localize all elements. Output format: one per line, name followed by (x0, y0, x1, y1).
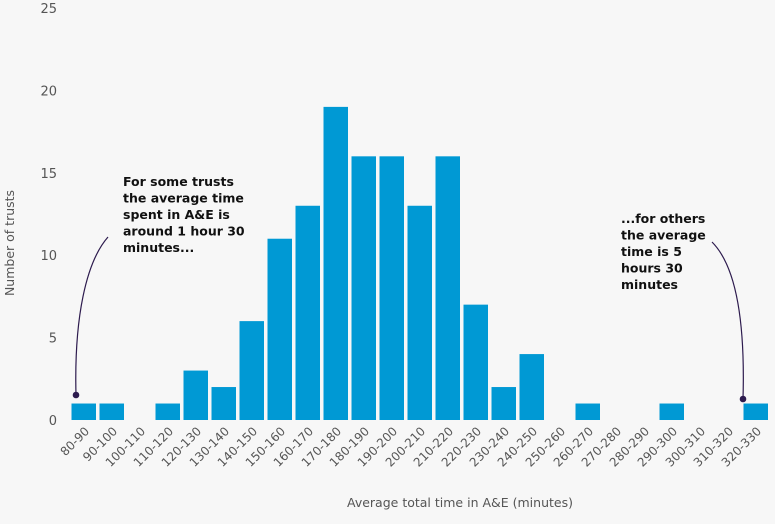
bar-210-220 (435, 156, 460, 420)
y-tick-label: 10 (40, 249, 57, 264)
x-axis-ticks: 80-9090-100100-110110-120120-130130-1401… (58, 424, 765, 469)
bar-180-190 (351, 156, 376, 420)
bar-170-180 (323, 106, 348, 420)
annotation-text: ...for others the average time is 5 hours 3… (621, 211, 706, 292)
bar-110-120 (155, 403, 180, 420)
y-tick-label: 15 (40, 167, 57, 182)
annotation-dot (739, 395, 747, 403)
bars (71, 106, 768, 420)
annotation-dot (72, 391, 80, 399)
bar-290-300 (659, 403, 684, 420)
bar-90-100 (99, 403, 124, 420)
y-tick-label: 5 (49, 332, 57, 347)
bar-120-130 (183, 370, 208, 420)
bar-190-200 (379, 156, 404, 420)
bar-140-150 (239, 321, 264, 420)
annotation-connector (711, 241, 744, 400)
bar-260-270 (575, 403, 600, 420)
bar-230-240 (491, 387, 516, 420)
bar-320-330 (743, 403, 768, 420)
bar-220-230 (463, 304, 488, 420)
y-tick-label: 0 (49, 414, 57, 429)
x-axis-label: Average total time in A&E (minutes) (347, 495, 573, 510)
bar-80-90 (71, 403, 96, 420)
bar-160-170 (295, 205, 320, 420)
bar-130-140 (211, 387, 236, 420)
bar-150-160 (267, 238, 292, 420)
annotation-text: For some trusts the average time spent in … (123, 174, 245, 255)
y-tick-label: 20 (40, 84, 57, 99)
y-axis-label: Number of trusts (2, 190, 17, 296)
y-tick-label: 25 (40, 2, 57, 17)
annotation-left: For some trusts the average time spent in … (72, 174, 245, 399)
y-axis-ticks: 0 5 10 15 20 25 (40, 2, 57, 429)
bar-200-210 (407, 205, 432, 420)
annotation-connector (75, 236, 109, 396)
annotation-right: ...for others the average time is 5 hours 3… (621, 211, 747, 403)
bar-240-250 (519, 354, 544, 420)
